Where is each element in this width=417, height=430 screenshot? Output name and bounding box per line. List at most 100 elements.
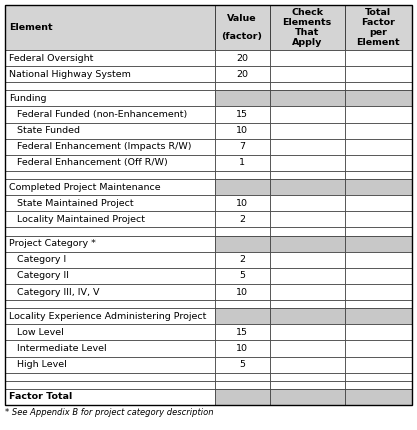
Text: 15: 15: [236, 110, 248, 119]
Bar: [345, 171, 412, 179]
Text: 2: 2: [239, 215, 245, 224]
Bar: [345, 212, 412, 227]
Bar: [269, 139, 345, 155]
Text: Low Level: Low Level: [17, 328, 64, 337]
Bar: [345, 90, 412, 107]
Bar: [5, 82, 215, 90]
Text: Category I: Category I: [17, 255, 66, 264]
Text: Factor: Factor: [362, 18, 395, 27]
Bar: [5, 155, 215, 171]
Bar: [215, 195, 269, 212]
Bar: [345, 179, 412, 195]
Bar: [215, 227, 269, 236]
Bar: [215, 356, 269, 373]
Bar: [5, 212, 215, 227]
Bar: [345, 300, 412, 308]
Text: Intermediate Level: Intermediate Level: [17, 344, 107, 353]
Bar: [345, 155, 412, 171]
Bar: [215, 123, 269, 139]
Bar: [269, 389, 345, 405]
Text: Federal Enhancement (Off R/W): Federal Enhancement (Off R/W): [17, 158, 168, 167]
Text: High Level: High Level: [17, 360, 67, 369]
Bar: [215, 308, 269, 324]
Bar: [215, 66, 269, 82]
Text: 10: 10: [236, 199, 248, 208]
Text: (factor): (factor): [221, 32, 263, 41]
Text: Federal Funded (non-Enhancement): Federal Funded (non-Enhancement): [17, 110, 187, 119]
Bar: [269, 195, 345, 212]
Bar: [215, 5, 269, 50]
Text: Category II: Category II: [17, 271, 69, 280]
Bar: [5, 171, 215, 179]
Text: 5: 5: [239, 271, 245, 280]
Bar: [345, 66, 412, 82]
Bar: [215, 50, 269, 66]
Bar: [345, 5, 412, 50]
Text: * See Appendix B for project category description: * See Appendix B for project category de…: [5, 408, 214, 417]
Bar: [215, 212, 269, 227]
Text: 10: 10: [236, 344, 248, 353]
Bar: [5, 236, 215, 252]
Bar: [269, 123, 345, 139]
Bar: [345, 82, 412, 90]
Bar: [345, 50, 412, 66]
Bar: [215, 252, 269, 268]
Bar: [345, 252, 412, 268]
Bar: [215, 324, 269, 341]
Bar: [5, 139, 215, 155]
Text: Project Category *: Project Category *: [9, 239, 96, 248]
Bar: [5, 284, 215, 300]
Bar: [215, 300, 269, 308]
Bar: [345, 381, 412, 389]
Bar: [269, 308, 345, 324]
Bar: [5, 252, 215, 268]
Text: per: per: [369, 28, 387, 37]
Text: Total: Total: [365, 8, 392, 17]
Bar: [5, 389, 215, 405]
Text: Funding: Funding: [9, 94, 47, 103]
Bar: [269, 300, 345, 308]
Bar: [269, 381, 345, 389]
Bar: [345, 236, 412, 252]
Bar: [269, 50, 345, 66]
Bar: [345, 107, 412, 123]
Bar: [5, 356, 215, 373]
Bar: [5, 227, 215, 236]
Bar: [269, 356, 345, 373]
Bar: [269, 107, 345, 123]
Text: Federal Enhancement (Impacts R/W): Federal Enhancement (Impacts R/W): [17, 142, 191, 151]
Bar: [269, 252, 345, 268]
Bar: [5, 268, 215, 284]
Bar: [345, 356, 412, 373]
Bar: [215, 381, 269, 389]
Bar: [345, 373, 412, 381]
Bar: [269, 284, 345, 300]
Bar: [5, 341, 215, 356]
Text: Federal Oversight: Federal Oversight: [9, 54, 93, 63]
Bar: [215, 82, 269, 90]
Bar: [269, 324, 345, 341]
Bar: [215, 171, 269, 179]
Text: Completed Project Maintenance: Completed Project Maintenance: [9, 183, 161, 192]
Bar: [215, 179, 269, 195]
Bar: [269, 82, 345, 90]
Bar: [269, 236, 345, 252]
Bar: [269, 341, 345, 356]
Text: Apply: Apply: [292, 38, 322, 47]
Text: Check: Check: [291, 8, 323, 17]
Bar: [5, 324, 215, 341]
Bar: [345, 308, 412, 324]
Bar: [215, 268, 269, 284]
Bar: [215, 90, 269, 107]
Bar: [345, 284, 412, 300]
Bar: [345, 123, 412, 139]
Text: Locality Maintained Project: Locality Maintained Project: [17, 215, 145, 224]
Bar: [345, 268, 412, 284]
Bar: [269, 66, 345, 82]
Bar: [269, 5, 345, 50]
Text: That: That: [295, 28, 319, 37]
Text: Element: Element: [9, 23, 53, 32]
Bar: [269, 171, 345, 179]
Text: 20: 20: [236, 70, 248, 79]
Text: Value: Value: [227, 14, 257, 23]
